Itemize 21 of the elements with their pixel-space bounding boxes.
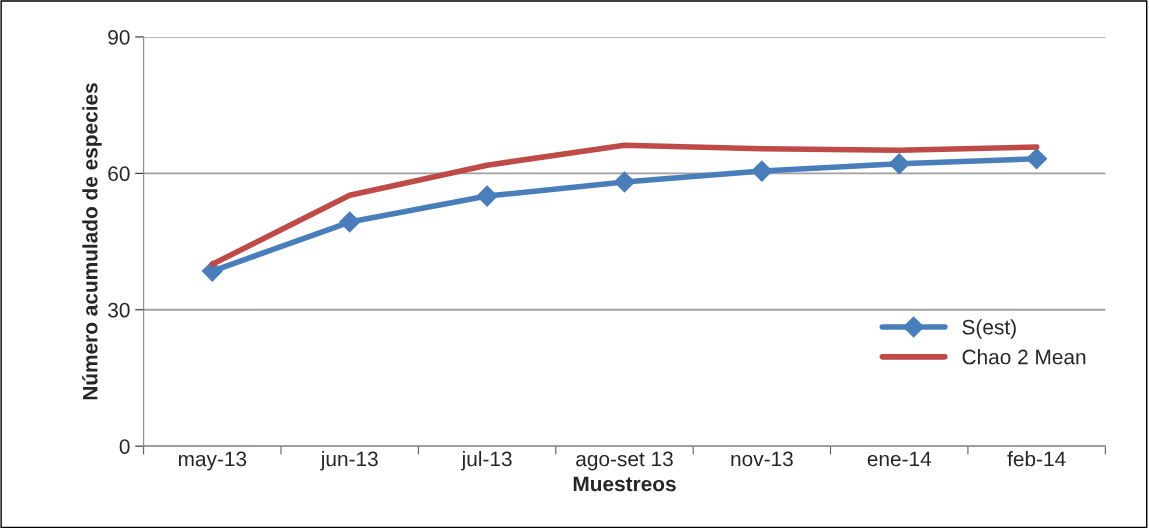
- y-tick-label: 90: [108, 29, 130, 45]
- y-tick-label: 0: [119, 439, 130, 454]
- x-tick-label: ago-set 13: [576, 451, 673, 471]
- point: [888, 153, 910, 175]
- x-tick-label: may-13: [178, 451, 247, 471]
- y-tick-label: 30: [108, 302, 130, 318]
- point: [613, 171, 635, 193]
- x-tick-label: feb-14: [1007, 451, 1066, 467]
- y-axis-title: Número acumulado de especies: [82, 83, 102, 400]
- x-tick-label: ene-14: [867, 451, 932, 467]
- x-axis-title: Muestreos: [573, 476, 676, 492]
- x-tick-label: jun-13: [320, 451, 378, 471]
- x-tick-label: jul-13: [461, 451, 512, 471]
- legend-label: S(est): [962, 319, 1016, 339]
- point: [1026, 148, 1048, 170]
- y-tick-label: 60: [108, 166, 130, 182]
- point: [751, 160, 773, 182]
- point: [476, 185, 498, 207]
- legend-label: Chao 2 Mean: [962, 349, 1086, 365]
- point: [339, 211, 361, 233]
- x-tick-label: nov-13: [731, 451, 793, 467]
